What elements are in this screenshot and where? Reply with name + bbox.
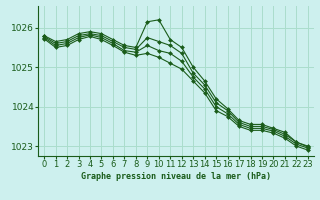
X-axis label: Graphe pression niveau de la mer (hPa): Graphe pression niveau de la mer (hPa) xyxy=(81,172,271,181)
